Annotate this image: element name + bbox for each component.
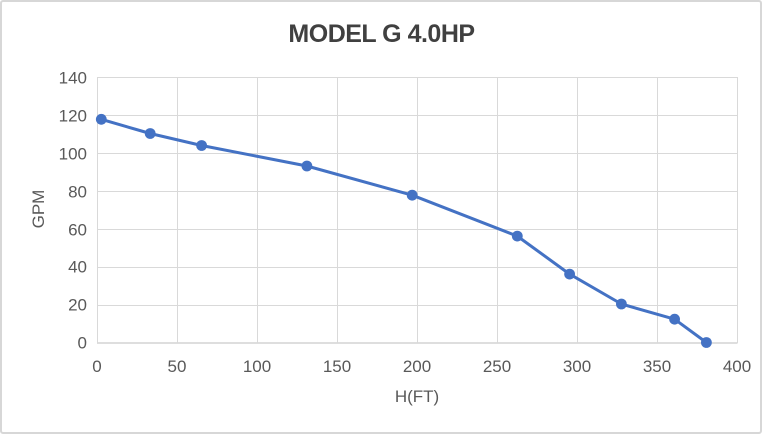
svg-text:250: 250 [483,357,511,376]
svg-text:60: 60 [68,221,87,240]
svg-text:150: 150 [323,357,351,376]
svg-text:20: 20 [68,296,87,315]
svg-text:120: 120 [59,107,87,126]
svg-text:0: 0 [92,357,101,376]
svg-text:H(FT): H(FT) [395,387,439,406]
svg-text:200: 200 [403,357,431,376]
svg-text:350: 350 [643,357,671,376]
svg-text:MODEL G 4.0HP: MODEL G 4.0HP [288,20,474,48]
svg-text:50: 50 [168,357,187,376]
svg-text:40: 40 [68,258,87,277]
svg-text:0: 0 [78,334,87,353]
svg-text:GPM: GPM [29,190,48,229]
svg-text:400: 400 [723,357,751,376]
svg-text:100: 100 [243,357,271,376]
svg-text:80: 80 [68,183,87,202]
svg-text:100: 100 [59,145,87,164]
svg-text:140: 140 [59,69,87,88]
svg-text:300: 300 [563,357,591,376]
